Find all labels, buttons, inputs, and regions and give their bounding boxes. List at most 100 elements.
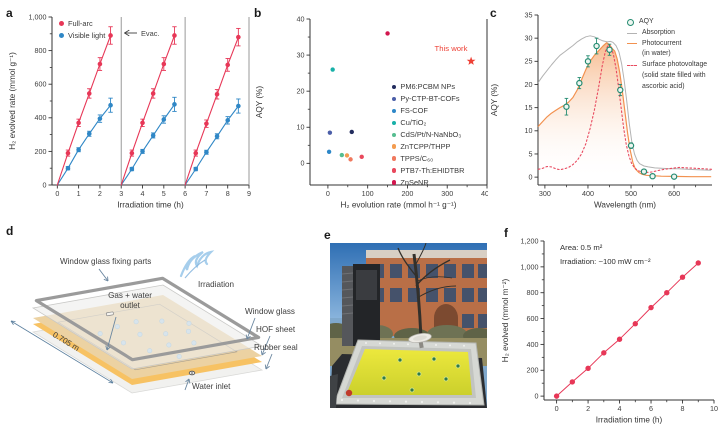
svg-text:400: 400 xyxy=(481,189,488,198)
legend-marker-icon xyxy=(627,65,637,67)
legend-label: ZnSeNR xyxy=(400,177,429,187)
legend-label: Visible light xyxy=(68,31,106,41)
svg-text:600: 600 xyxy=(35,80,47,89)
svg-text:35: 35 xyxy=(525,10,533,19)
legend-marker-icon xyxy=(392,180,397,185)
label-irradiation: Irradiation xyxy=(198,280,234,289)
legend-item: Surface photovoltage xyxy=(627,60,707,71)
label-outlet-line2: outlet xyxy=(120,301,140,310)
svg-text:10: 10 xyxy=(710,404,718,413)
panel-b-legend: PM6:PCBM NPs Py-CTP-BT-COFs FS-COF Cu/TiO₂ C… xyxy=(392,81,464,188)
panel-c-legend: AQY Absorption Photocurrent (in water) Surfa… xyxy=(627,17,707,93)
svg-text:600: 600 xyxy=(668,189,680,198)
legend-label-continued: (solid state filled with xyxy=(642,71,706,79)
legend-label: TPPS/C₆₀ xyxy=(400,154,434,164)
legend-item: CdS/Pt/N-NaNbO₃ xyxy=(392,129,464,141)
svg-text:800: 800 xyxy=(527,288,539,297)
legend-marker-icon xyxy=(627,32,637,34)
svg-text:100: 100 xyxy=(362,189,374,198)
svg-text:500: 500 xyxy=(625,189,637,198)
panel-d-letter: d xyxy=(6,224,14,238)
svg-text:4: 4 xyxy=(141,189,145,198)
legend-item: ZnSeNR xyxy=(392,177,464,189)
svg-text:800: 800 xyxy=(35,46,47,55)
panel-a: a 0 1 2 3 4 5 6 7 8 9 0 200 400 600 800 1,000 Irradiatio… xyxy=(4,4,252,220)
legend-item: PTB7-Th:EHIDTBR xyxy=(392,165,464,177)
svg-text:1: 1 xyxy=(77,189,81,198)
svg-text:AQY (%): AQY (%) xyxy=(255,86,264,118)
svg-text:200: 200 xyxy=(527,366,539,375)
photo-hof-sheet-yellow xyxy=(346,349,472,395)
svg-text:400: 400 xyxy=(527,340,539,349)
legend-item: AQY xyxy=(627,17,707,28)
panel-f-chart: 0 2 4 6 8 10 0 200 400 600 800 1,000 1,200 Irradiatio… xyxy=(501,236,718,424)
panel-c-chart: 300 400 500 600 0 5 10 15 20 25 30 35 Wavelength (nm… xyxy=(490,10,713,210)
legend-marker-icon xyxy=(392,156,397,161)
photo-cabinet xyxy=(341,264,380,364)
evac-annotation: Evac. xyxy=(141,29,160,38)
svg-text:0: 0 xyxy=(555,404,559,413)
legend-item: ZnTCPP/THPP xyxy=(392,141,464,153)
legend-label: Surface photovoltage xyxy=(642,61,708,69)
panel-a-chart: 0 1 2 3 4 5 6 7 8 9 0 200 400 600 800 1,000 Irradiation … xyxy=(8,12,251,210)
legend-item: Full-arc xyxy=(59,17,105,30)
svg-text:0: 0 xyxy=(301,159,305,168)
device-diagram xyxy=(10,250,273,394)
photo-dish-sensor xyxy=(408,333,432,349)
photo-red-knob xyxy=(345,389,353,397)
svg-text:400: 400 xyxy=(35,113,47,122)
legend-marker-icon xyxy=(392,84,397,90)
panel-e-letter: e xyxy=(324,228,331,242)
svg-text:Irradiation time (h): Irradiation time (h) xyxy=(117,201,184,210)
legend-marker-icon xyxy=(392,168,397,173)
svg-text:5: 5 xyxy=(529,149,533,158)
svg-text:300: 300 xyxy=(441,189,453,198)
svg-text:2: 2 xyxy=(586,404,590,413)
svg-text:6: 6 xyxy=(183,189,187,198)
svg-text:1,000: 1,000 xyxy=(521,262,539,271)
legend-label: CdS/Pt/N-NaNbO₃ xyxy=(400,130,462,140)
panel-b-chart: 0 100 200 300 400 0 10 20 30 40 H₂ evolution rate … xyxy=(255,14,488,209)
svg-text:300: 300 xyxy=(539,189,551,198)
legend-item: Visible light xyxy=(59,30,105,43)
svg-text:20: 20 xyxy=(297,87,305,96)
svg-text:3: 3 xyxy=(119,189,123,198)
panel-f-annotation: Area: 0.5 m² Irradiation: ~100 mW cm⁻² xyxy=(560,241,651,269)
svg-text:0: 0 xyxy=(43,180,47,189)
legend-item: PM6:PCBM NPs xyxy=(392,81,464,93)
svg-text:200: 200 xyxy=(401,189,413,198)
panel-b: b 0 100 200 300 400 0 10 20 30 40 H₂ evolution rat… xyxy=(252,4,488,220)
legend-marker-icon xyxy=(392,120,397,125)
svg-text:8: 8 xyxy=(681,404,685,413)
svg-text:200: 200 xyxy=(35,147,47,156)
svg-text:AQY (%): AQY (%) xyxy=(490,84,499,116)
svg-text:25: 25 xyxy=(525,57,533,66)
svg-text:H₂ evolved (mmol m⁻²): H₂ evolved (mmol m⁻²) xyxy=(501,278,510,362)
legend-marker-icon xyxy=(392,108,397,114)
photo-tree xyxy=(397,243,457,339)
photo-frame-bolts xyxy=(340,342,472,405)
svg-text:2: 2 xyxy=(98,189,102,198)
legend-marker-icon xyxy=(392,144,397,149)
legend-item: Absorption xyxy=(627,28,707,39)
legend-item: TPPS/C₆₀ xyxy=(392,153,464,165)
svg-text:4: 4 xyxy=(618,404,622,413)
svg-text:10: 10 xyxy=(297,123,305,132)
panel-c-letter: c xyxy=(490,6,497,20)
legend-label: Full-arc xyxy=(68,18,93,28)
panel-a-letter: a xyxy=(6,6,13,20)
svg-text:0: 0 xyxy=(326,189,330,198)
legend-label-continued: ascorbic acid) xyxy=(642,82,685,90)
svg-text:20: 20 xyxy=(525,80,533,89)
svg-text:1,000: 1,000 xyxy=(29,12,47,21)
legend-label: AQY xyxy=(639,18,654,25)
label-rubber-seal: Rubber seal xyxy=(254,343,298,352)
svg-text:10: 10 xyxy=(525,126,533,135)
label-window-glass: Window glass xyxy=(245,307,295,316)
label-outlet-line1: Gas + water xyxy=(108,291,152,300)
svg-text:9: 9 xyxy=(247,189,251,198)
panel-a-legend: Full-arc Visible light xyxy=(59,17,105,42)
panel-c: c 300 400 500 600 0 5 10 15 20 25 30 35 Wavelength (… xyxy=(488,4,724,220)
panel-d: d Window glass fixing parts Irradiation … xyxy=(4,222,322,437)
panel-b-letter: b xyxy=(254,6,262,20)
